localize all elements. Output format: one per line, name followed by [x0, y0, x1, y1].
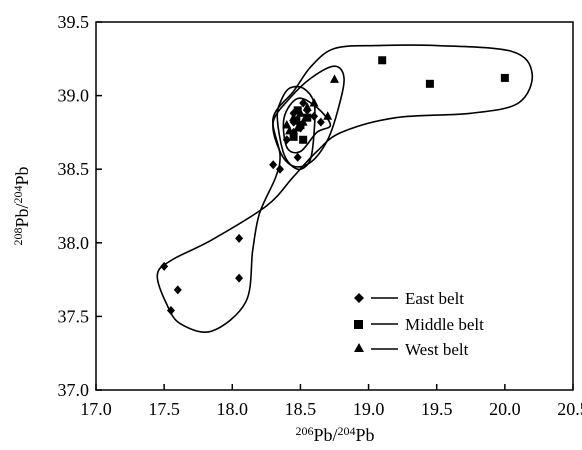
- y-label-part-1: Pb/: [12, 204, 32, 228]
- x-axis-label: 206Pb/204Pb: [295, 424, 374, 445]
- y-tick-label: 39.5: [58, 12, 90, 32]
- point-east-belt: [275, 164, 284, 174]
- point-east-belt: [316, 117, 325, 127]
- x-label-superscript-1: 206: [295, 424, 313, 438]
- point-west-belt: [295, 108, 305, 117]
- point-east-belt: [269, 160, 278, 170]
- point-west-belt: [330, 74, 339, 83]
- data-points: [160, 56, 509, 316]
- point-west-belt: [289, 112, 299, 122]
- legend-item-east: East belt: [354, 289, 464, 308]
- point-east-belt: [282, 135, 291, 145]
- point-east-belt: [299, 98, 308, 108]
- legend-square-icon: [354, 320, 363, 329]
- legend-diamond-icon: [354, 293, 364, 303]
- y-label-superscript-1: 208: [11, 228, 25, 246]
- point-west-belt: [323, 111, 333, 120]
- point-east-belt: [173, 285, 182, 295]
- point-middle-belt: [425, 79, 434, 88]
- point-west-belt: [302, 102, 312, 111]
- x-tick-label: 20.5: [557, 399, 582, 419]
- point-west-belt: [293, 122, 303, 132]
- y-label-superscript-2: 204: [11, 186, 25, 204]
- x-tick-label: 20.0: [489, 399, 521, 419]
- outline-1: [156, 44, 534, 333]
- legend: East belt Middle belt West belt: [354, 289, 484, 359]
- y-tick-label: 39.0: [58, 86, 90, 106]
- point-middle-belt: [293, 106, 302, 115]
- x-tick-label: 19.0: [353, 399, 385, 419]
- x-label-superscript-2: 204: [338, 424, 356, 438]
- x-tick-label: 17.5: [148, 399, 180, 419]
- y-tick-label: 38.0: [58, 233, 90, 253]
- point-east-belt: [235, 233, 244, 243]
- legend-label-west: West belt: [405, 340, 469, 359]
- region-outlines: [156, 44, 534, 333]
- point-east-belt: [310, 111, 319, 121]
- x-tick-label: 18.0: [217, 399, 249, 419]
- legend-label-east: East belt: [405, 289, 464, 308]
- x-tick-label: 18.5: [285, 399, 317, 419]
- point-east-belt: [293, 152, 302, 162]
- plot-frame: [95, 21, 574, 391]
- y-axis-ticks: 37.0 37.5 38.0 38.5 39.0 39.5: [58, 12, 102, 400]
- point-west-belt: [298, 117, 308, 126]
- point-east-belt: [166, 306, 175, 316]
- point-middle-belt: [303, 113, 312, 122]
- point-west-belt: [282, 120, 292, 129]
- x-tick-label: 19.5: [421, 399, 453, 419]
- y-tick-label: 37.0: [58, 380, 90, 400]
- legend-triangle-icon: [354, 343, 364, 352]
- point-east-belt: [235, 273, 244, 283]
- y-axis-label: 208Pb/204Pb: [11, 166, 32, 245]
- point-middle-belt: [378, 56, 387, 65]
- x-label-part-2: Pb: [356, 425, 375, 445]
- point-west-belt: [285, 125, 295, 135]
- legend-item-west: West belt: [354, 340, 469, 359]
- x-label-part-1: Pb/: [313, 425, 337, 445]
- x-tick-label: 17.0: [80, 399, 112, 419]
- x-axis-ticks: 17.0 17.5 18.0 18.5 19.0 19.5 20.0 20.5: [80, 384, 582, 419]
- point-middle-belt: [289, 132, 298, 141]
- y-tick-label: 37.5: [58, 306, 90, 326]
- y-tick-label: 38.5: [58, 159, 90, 179]
- point-west-belt: [309, 97, 319, 107]
- point-middle-belt: [299, 135, 308, 144]
- legend-item-middle: Middle belt: [354, 315, 484, 334]
- point-middle-belt: [500, 73, 509, 82]
- point-east-belt: [160, 261, 169, 271]
- legend-label-middle: Middle belt: [405, 315, 484, 334]
- y-label-part-2: Pb: [12, 166, 32, 185]
